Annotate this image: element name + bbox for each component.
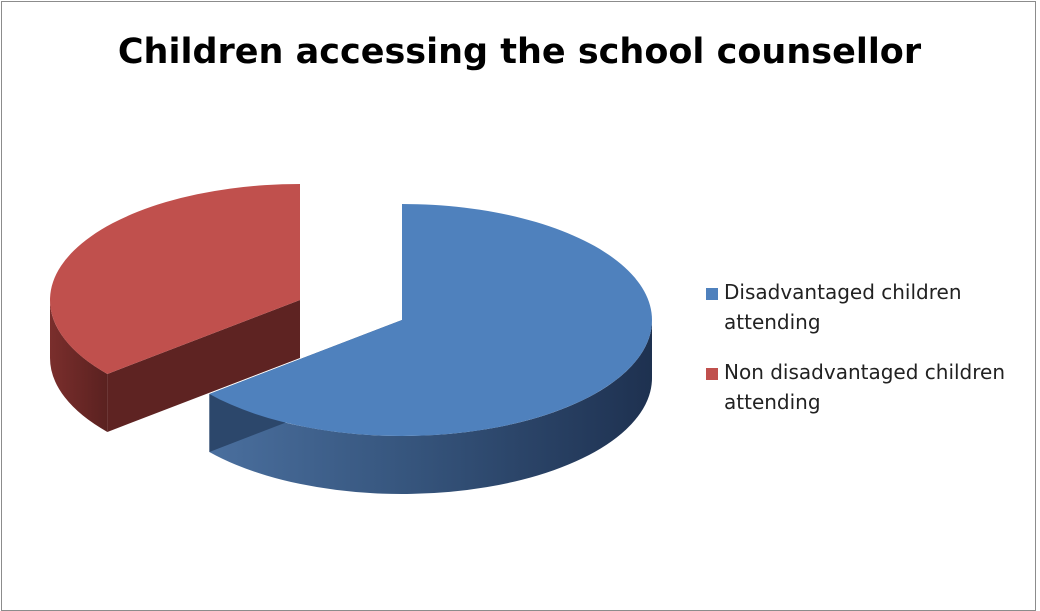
- legend: Disadvantaged children attending Non dis…: [706, 277, 1036, 437]
- pie-slice-rim-1: [50, 300, 108, 432]
- legend-entry-disadvantaged: Disadvantaged children attending: [706, 277, 1036, 337]
- legend-swatch-red: [706, 368, 718, 380]
- pie-slice-0: [209, 204, 652, 494]
- legend-swatch-blue: [706, 288, 718, 300]
- pie-slice-top-1: [49, 184, 300, 374]
- pie-slice-1: [49, 184, 300, 432]
- legend-label-line1: Disadvantaged children: [724, 280, 962, 304]
- legend-entry-non-disadvantaged: Non disadvantaged children attending: [706, 357, 1036, 417]
- pie-slice-top-0: [209, 204, 652, 437]
- pie-slice-cut-1-0: [107, 300, 300, 432]
- chart-title: Children accessing the school counsellor: [117, 32, 922, 72]
- legend-label-line2: attending: [724, 390, 821, 414]
- legend-label-line2: attending: [724, 310, 821, 334]
- legend-label-line1: Non disadvantaged children: [724, 360, 1006, 384]
- pie-slice-rim-0: [209, 320, 652, 494]
